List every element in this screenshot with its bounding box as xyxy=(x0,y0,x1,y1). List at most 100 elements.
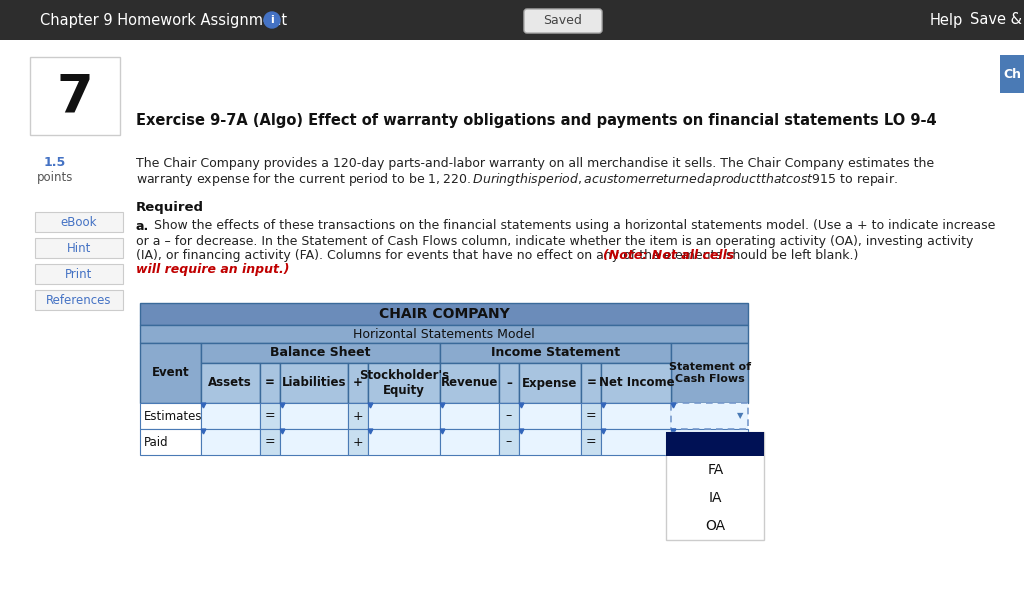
Text: +: + xyxy=(352,435,364,449)
Text: i: i xyxy=(270,15,273,25)
Bar xyxy=(519,429,581,455)
Text: Liabilities: Liabilities xyxy=(282,376,346,390)
Bar xyxy=(280,429,347,455)
Text: will require an input.): will require an input.) xyxy=(136,263,290,277)
Text: or a – for decrease. In the Statement of Cash Flows column, indicate whether the: or a – for decrease. In the Statement of… xyxy=(136,234,974,248)
Bar xyxy=(440,403,499,429)
Bar xyxy=(201,429,259,455)
Bar xyxy=(601,403,672,429)
Text: Saved: Saved xyxy=(544,15,583,27)
Bar xyxy=(35,290,123,310)
Bar xyxy=(667,432,764,540)
Text: +: + xyxy=(353,376,362,390)
Text: Chapter 9 Homework Assignment: Chapter 9 Homework Assignment xyxy=(40,13,287,27)
Bar xyxy=(667,432,764,456)
Bar xyxy=(601,429,672,455)
Bar xyxy=(672,429,748,455)
Text: Income Statement: Income Statement xyxy=(492,347,621,359)
Bar xyxy=(35,212,123,232)
Text: Event: Event xyxy=(152,367,189,379)
Bar xyxy=(30,57,120,135)
Text: =: = xyxy=(586,410,597,422)
Bar xyxy=(140,325,748,343)
Bar xyxy=(201,403,259,429)
Bar xyxy=(672,343,748,403)
Text: eBook: eBook xyxy=(60,215,97,228)
Bar xyxy=(140,403,201,429)
Circle shape xyxy=(264,12,280,28)
Bar xyxy=(1000,55,1024,93)
Text: Ch: Ch xyxy=(1002,67,1021,81)
Text: CHAIR COMPANY: CHAIR COMPANY xyxy=(379,307,509,321)
Text: Save &: Save & xyxy=(970,13,1022,27)
Text: =: = xyxy=(265,376,274,390)
Text: Estimates: Estimates xyxy=(144,410,203,422)
Text: Assets: Assets xyxy=(208,376,252,390)
Bar xyxy=(259,363,280,403)
Text: –: – xyxy=(506,435,512,449)
Bar xyxy=(368,363,440,403)
Text: –: – xyxy=(506,376,512,390)
Text: Revenue: Revenue xyxy=(440,376,498,390)
Text: –: – xyxy=(506,410,512,422)
Text: =: = xyxy=(264,435,275,449)
Bar xyxy=(347,429,368,455)
Bar xyxy=(140,343,201,403)
Bar xyxy=(259,403,280,429)
Text: Expense: Expense xyxy=(522,376,578,390)
Text: 7: 7 xyxy=(56,71,93,123)
Bar xyxy=(440,343,672,363)
Text: =: = xyxy=(264,410,275,422)
Bar xyxy=(440,363,499,403)
Bar xyxy=(347,363,368,403)
Bar xyxy=(499,403,519,429)
Bar xyxy=(280,363,347,403)
Text: Show the effects of these transactions on the financial statements using a horiz: Show the effects of these transactions o… xyxy=(150,220,995,232)
Text: +: + xyxy=(352,410,364,422)
Text: points: points xyxy=(37,171,73,183)
Bar xyxy=(35,264,123,284)
Text: Statement of
Cash Flows: Statement of Cash Flows xyxy=(669,362,751,384)
Text: Balance Sheet: Balance Sheet xyxy=(270,347,371,359)
Bar xyxy=(581,363,601,403)
Bar xyxy=(259,429,280,455)
Bar xyxy=(368,429,440,455)
Bar xyxy=(499,429,519,455)
Bar xyxy=(519,403,581,429)
Text: Print: Print xyxy=(66,268,93,280)
Text: Exercise 9-7A (Algo) Effect of warranty obligations and payments on financial st: Exercise 9-7A (Algo) Effect of warranty … xyxy=(136,112,937,127)
Bar xyxy=(0,0,1024,40)
Text: FA: FA xyxy=(708,463,723,477)
Text: warranty expense for the current period to be $1,220. During this period, a cust: warranty expense for the current period … xyxy=(136,171,898,188)
Bar xyxy=(672,403,748,429)
Bar xyxy=(140,303,748,325)
Text: (Note: Not all cells: (Note: Not all cells xyxy=(603,249,734,262)
Text: OA: OA xyxy=(706,519,725,533)
Bar xyxy=(347,403,368,429)
Text: (IA), or financing activity (FA). Columns for events that have no effect on any : (IA), or financing activity (FA). Column… xyxy=(136,249,862,262)
Bar xyxy=(499,363,519,403)
Bar xyxy=(201,343,440,363)
Text: Net Income: Net Income xyxy=(598,376,674,390)
Text: =: = xyxy=(587,376,596,390)
FancyBboxPatch shape xyxy=(524,9,602,33)
Text: 1.5: 1.5 xyxy=(44,155,67,169)
Bar xyxy=(201,363,259,403)
Text: Horizontal Statements Model: Horizontal Statements Model xyxy=(353,328,535,341)
Text: Help: Help xyxy=(930,13,964,27)
Text: Stockholder's
Equity: Stockholder's Equity xyxy=(358,369,449,397)
Bar xyxy=(440,429,499,455)
Bar xyxy=(368,403,440,429)
Bar xyxy=(672,403,748,429)
Text: Paid: Paid xyxy=(144,435,169,449)
Bar xyxy=(581,429,601,455)
Bar xyxy=(280,403,347,429)
Bar xyxy=(140,429,201,455)
Bar xyxy=(581,403,601,429)
Text: ▼: ▼ xyxy=(736,412,743,421)
Text: The Chair Company provides a 120-day parts-and-labor warranty on all merchandise: The Chair Company provides a 120-day par… xyxy=(136,157,934,169)
Bar xyxy=(519,363,581,403)
Text: Required: Required xyxy=(136,202,204,214)
Text: Hint: Hint xyxy=(67,242,91,254)
Text: =: = xyxy=(586,435,597,449)
